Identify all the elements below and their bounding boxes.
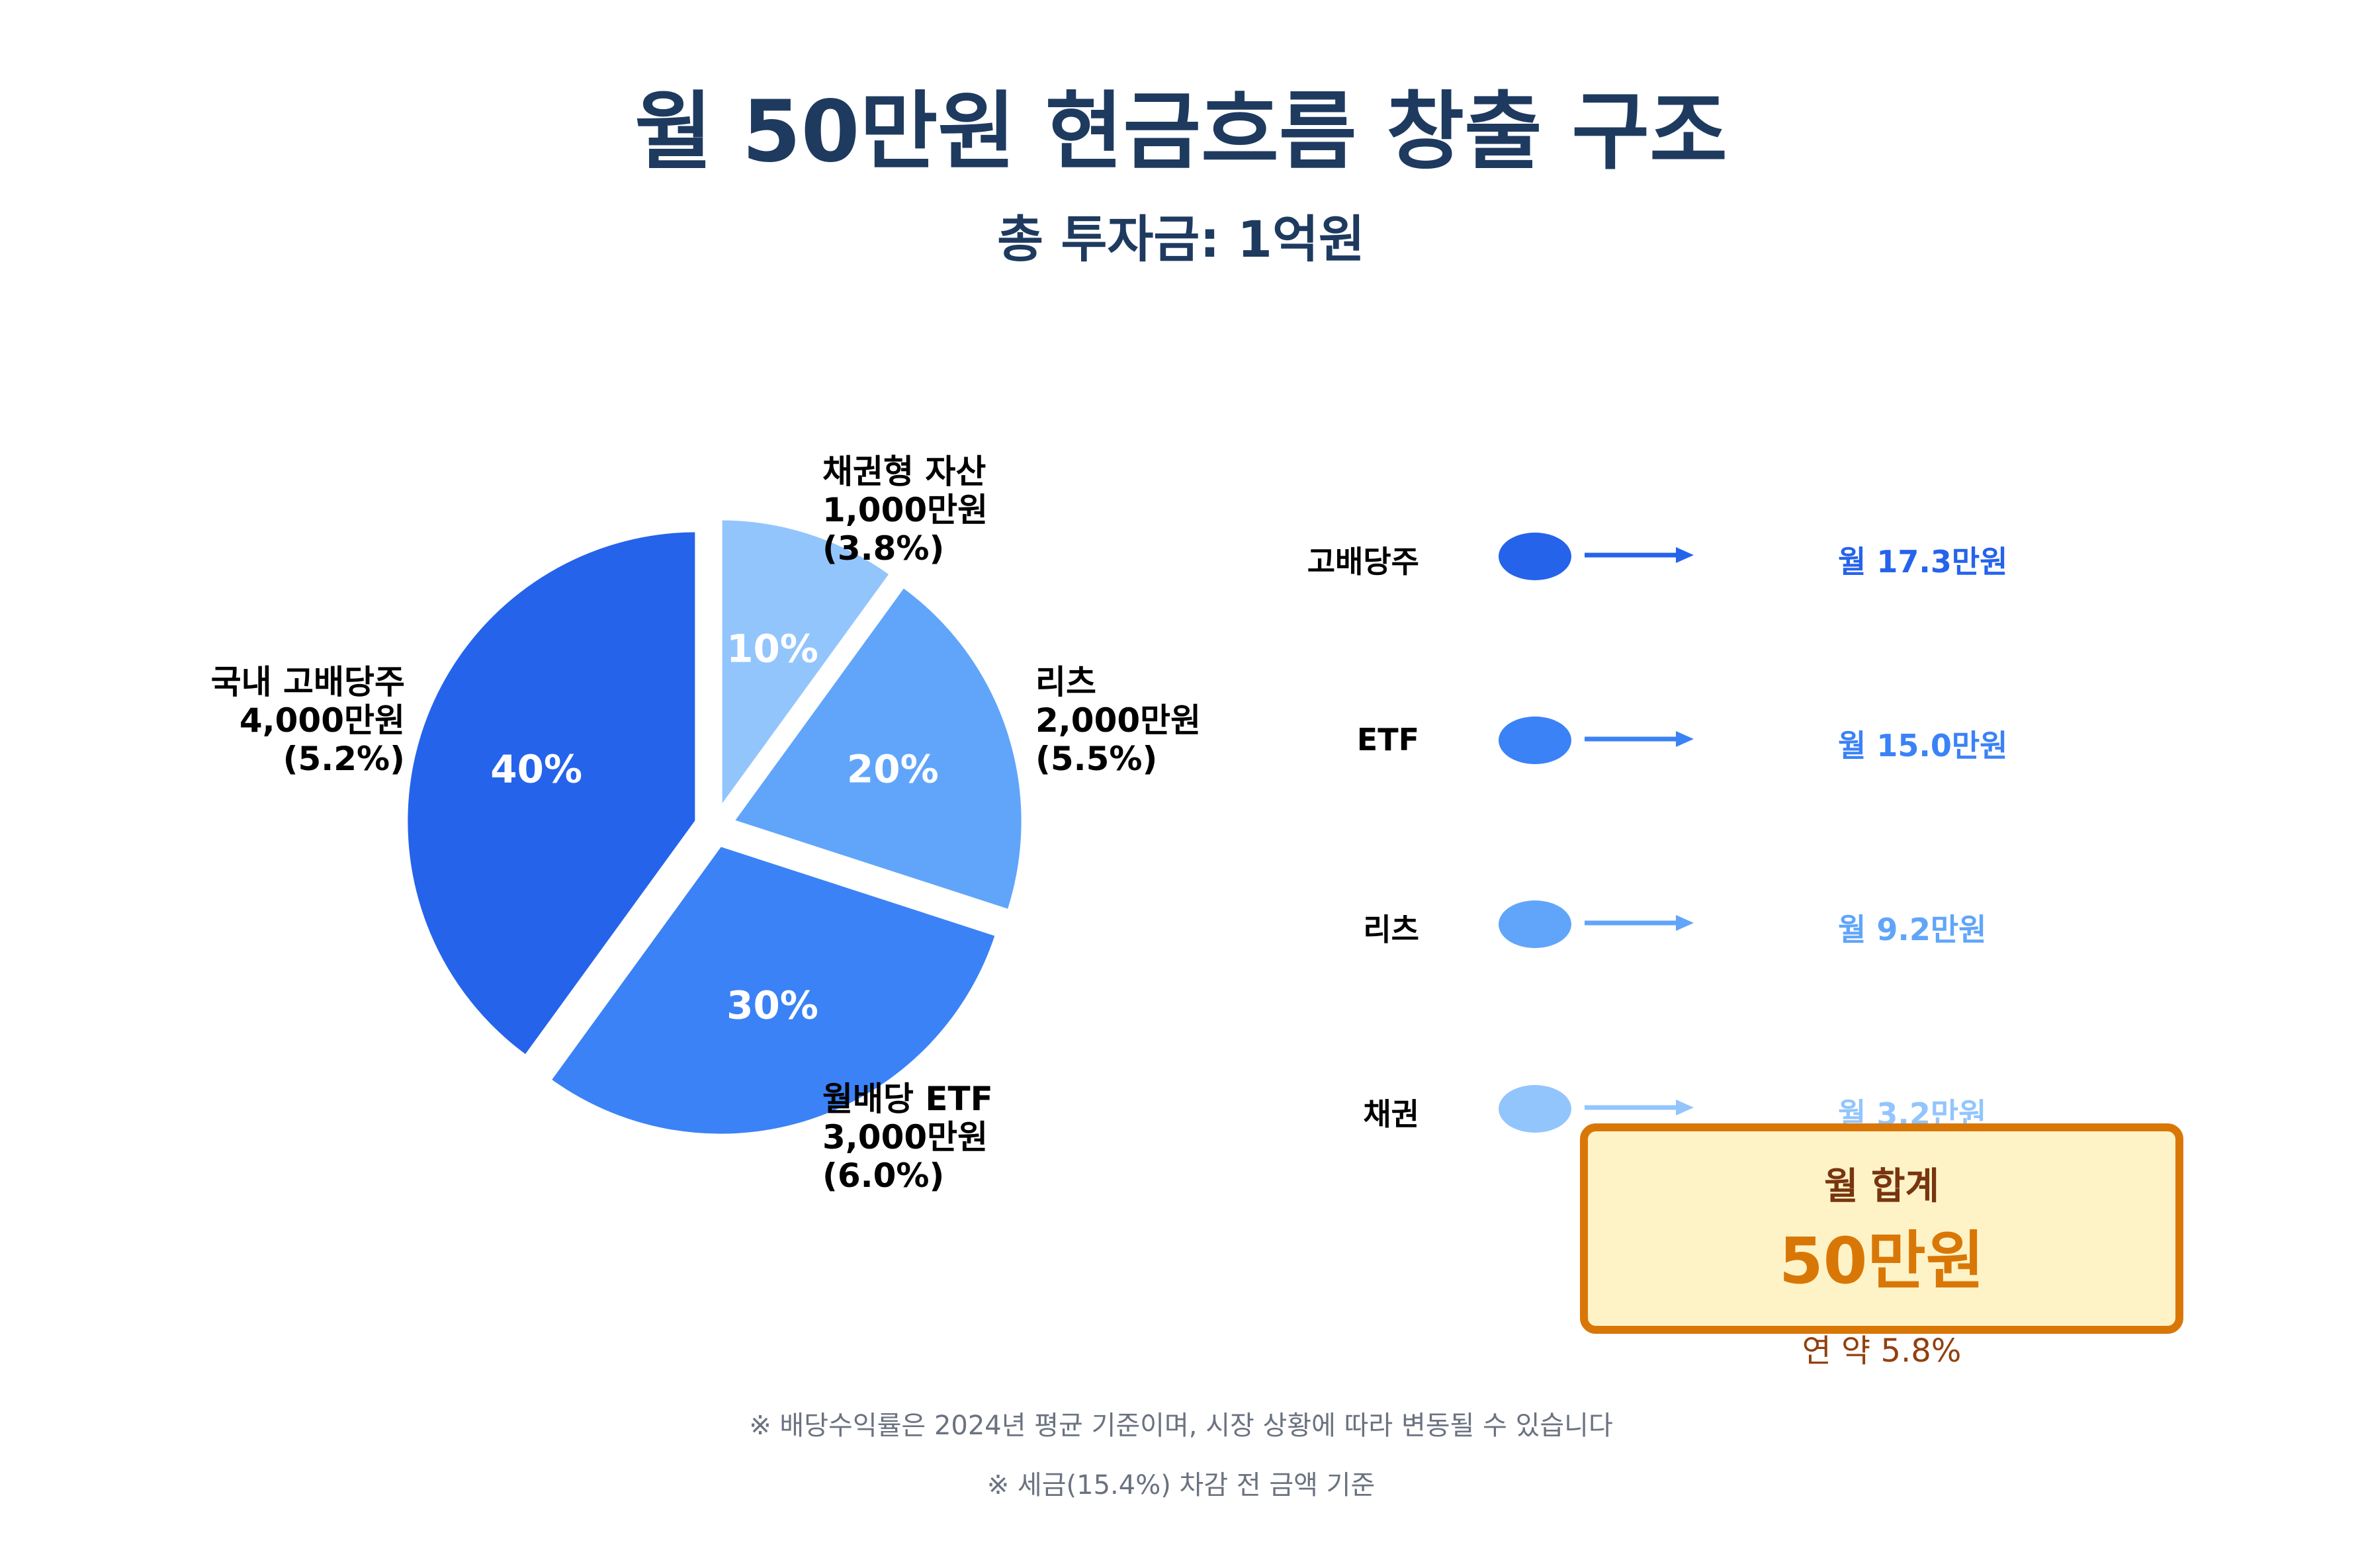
monthly-total-box: 월 합계 50만원 xyxy=(1580,1123,2183,1334)
cashflow-value: 월 9.2만원 xyxy=(1838,912,1987,947)
cashflow-name: ETF xyxy=(1356,722,1419,758)
arrow-right-icon xyxy=(1585,915,1694,931)
pie-pct-label-bond: 10% xyxy=(726,627,818,672)
arrow-right-icon xyxy=(1585,1100,1694,1115)
pie-slice-reits xyxy=(728,583,1026,914)
note-tax-basis: ※ 세금(15.4%) 차감 전 금액 기준 xyxy=(986,1470,1376,1501)
cashflow-name: 리츠 xyxy=(1363,912,1419,947)
pie-slice-bond xyxy=(718,516,895,816)
pie-pct-label-stock: 40% xyxy=(490,746,582,791)
pie-slice-etf xyxy=(546,842,1000,1138)
cashflow-dot xyxy=(1499,533,1571,580)
cashflow-value: 월 17.3만원 xyxy=(1838,544,2008,580)
pie-slice-stock xyxy=(404,528,699,1060)
pie-pct-label-reits: 20% xyxy=(847,746,939,791)
pie-label-reits: 리츠 2,000만원 (5.5%) xyxy=(1035,663,1201,778)
cashflow-value: 월 15.0만원 xyxy=(1838,728,2008,763)
pie-pct-label-etf: 30% xyxy=(726,982,818,1027)
cashflow-dot xyxy=(1499,717,1571,764)
pie-label-stock: 국내 고배당주 4,000만원 (5.2%) xyxy=(211,663,405,778)
page-subtitle: 총 투자금: 1억원 xyxy=(997,210,1365,269)
cashflow-row: 고배당주 월 17.3만원 xyxy=(0,526,2362,586)
pie-label-etf: 월배당 ETF 3,000만원 (6.0%) xyxy=(822,1080,993,1195)
cashflow-name: 채권 xyxy=(1363,1096,1419,1132)
arrow-right-icon xyxy=(1585,731,1694,747)
total-label: 월 합계 xyxy=(1823,1165,1940,1208)
cashflow-dot xyxy=(1499,1085,1571,1133)
arrow-right-icon xyxy=(1585,547,1694,563)
cashflow-dot xyxy=(1499,900,1571,948)
cashflow-row: ETF 월 15.0만원 xyxy=(0,710,2362,769)
total-annual-yield: 연 약 5.8% xyxy=(1802,1332,1962,1370)
page-title: 월 50만원 현금흐름 창출 구조 xyxy=(634,83,1728,181)
note-yield-basis: ※ 배당수익률은 2024년 평균 기준이며, 시장 상황에 따라 변동될 수 … xyxy=(749,1411,1613,1441)
pie-label-bond: 채권형 자산 1,000만원 (3.8%) xyxy=(822,453,988,568)
cashflow-name: 고배당주 xyxy=(1307,544,1419,580)
cashflow-row: 리츠 월 9.2만원 xyxy=(0,894,2362,953)
total-value: 50만원 xyxy=(1778,1224,1985,1298)
